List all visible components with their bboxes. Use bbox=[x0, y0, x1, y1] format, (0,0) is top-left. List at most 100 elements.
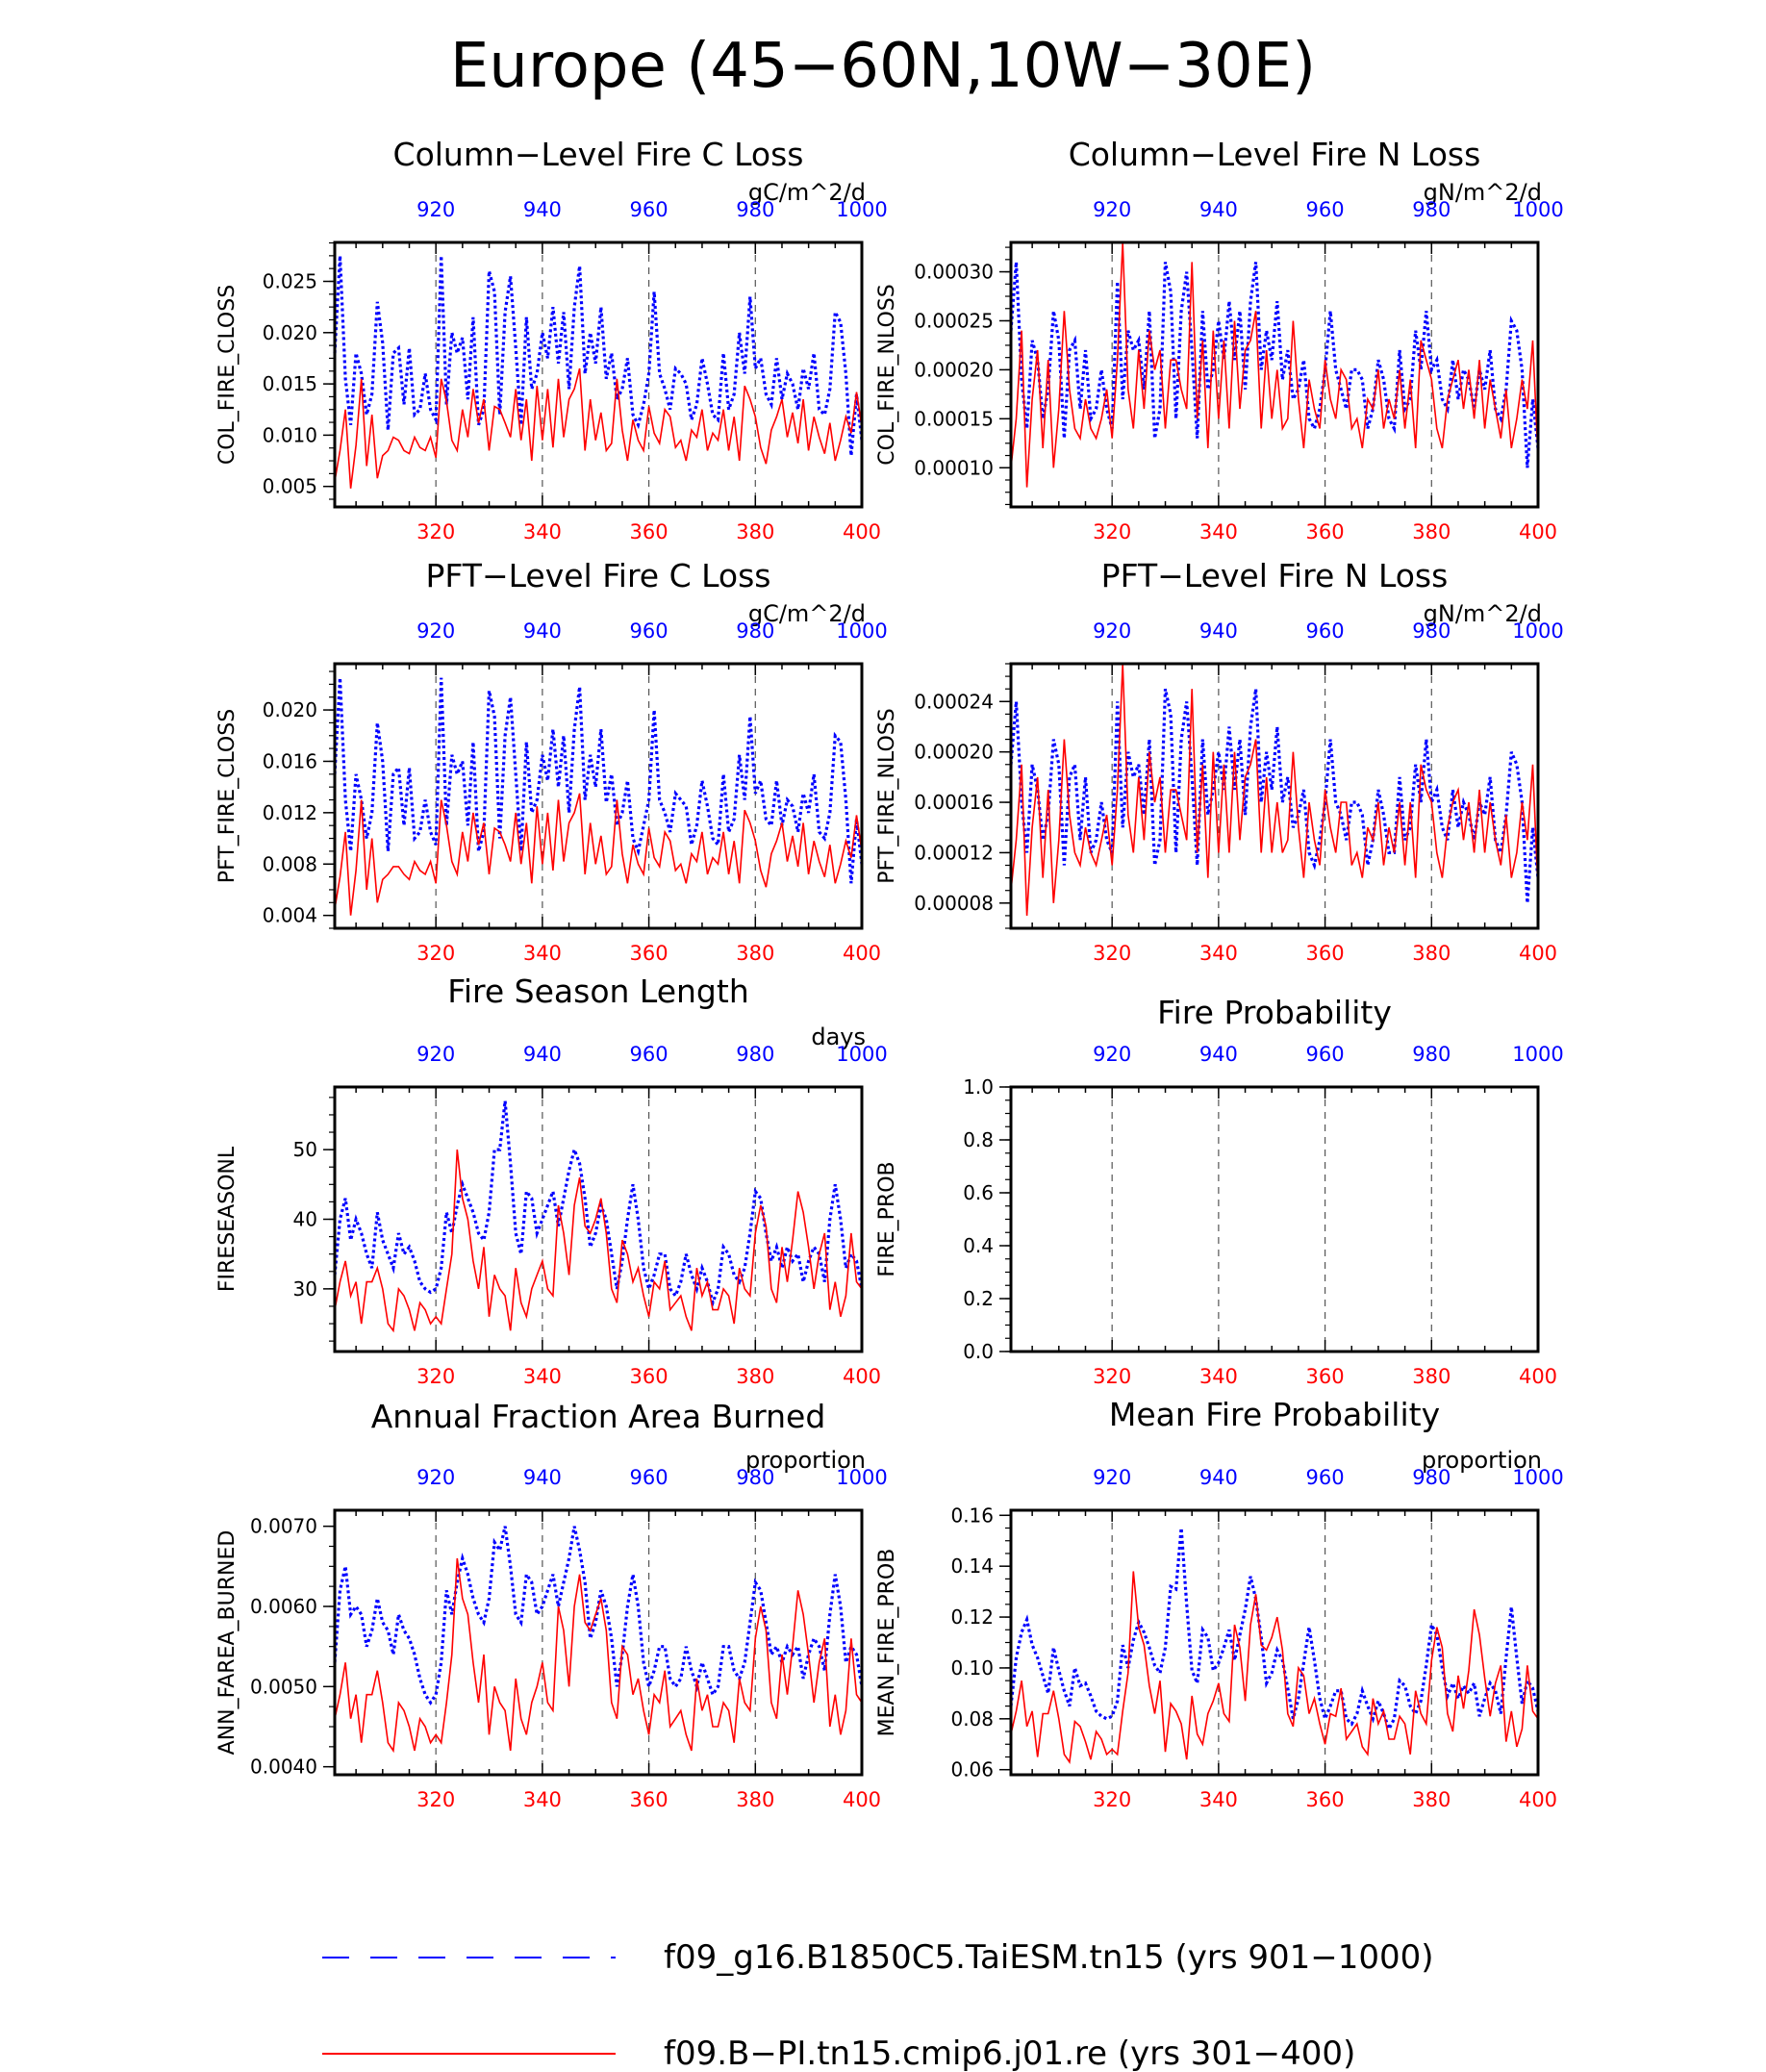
panel-title: Annual Fraction Area Burned bbox=[371, 1398, 826, 1435]
x-tick-label-top: 920 bbox=[1093, 1043, 1131, 1066]
units-label: gC/m^2/d bbox=[748, 179, 866, 206]
x-tick-label-top: 980 bbox=[736, 1466, 774, 1489]
y-tick-label: 0.00030 bbox=[914, 261, 994, 284]
x-tick-label-top: 1000 bbox=[1512, 198, 1563, 221]
y-tick-label: 0.008 bbox=[263, 852, 317, 875]
panel-5: Fire Probability 320 340 360 380 400 920 940 960… bbox=[875, 994, 1564, 1388]
y-tick-label: 0.8 bbox=[963, 1128, 994, 1151]
y-tick-label: 0.06 bbox=[950, 1758, 994, 1781]
x-tick-label-top: 960 bbox=[630, 1466, 669, 1489]
y-tick-label: 0.00024 bbox=[914, 690, 994, 713]
panel-title: PFT−Level Fire N Loss bbox=[1101, 557, 1449, 594]
x-tick-label-bottom: 340 bbox=[523, 1788, 562, 1811]
x-tick-label-top: 1000 bbox=[1512, 1466, 1563, 1489]
x-tick-label-bottom: 360 bbox=[1306, 1365, 1345, 1388]
x-tick-label-top: 940 bbox=[1199, 1466, 1238, 1489]
x-tick-label-top: 980 bbox=[736, 619, 774, 643]
x-tick-label-bottom: 360 bbox=[630, 1788, 669, 1811]
x-tick-label-bottom: 340 bbox=[1199, 1365, 1238, 1388]
plot-frame bbox=[1009, 1085, 1540, 1353]
x-tick-label-bottom: 400 bbox=[1519, 1788, 1557, 1811]
series-case-line bbox=[333, 1526, 864, 1706]
x-tick-label-top: 940 bbox=[523, 1466, 562, 1489]
y-tick-label: 30 bbox=[293, 1277, 317, 1301]
x-tick-label-top: 960 bbox=[1306, 619, 1345, 643]
y-axis-label: FIRESEASONL bbox=[215, 1146, 240, 1292]
x-tick-label-top: 1000 bbox=[836, 619, 887, 643]
x-tick-label-bottom: 320 bbox=[1093, 942, 1131, 965]
y-tick-label: 0.08 bbox=[950, 1707, 994, 1731]
series-control-line bbox=[334, 793, 863, 916]
y-axis-label: MEAN_FIRE_PROB bbox=[875, 1549, 899, 1737]
x-tick-label-bottom: 380 bbox=[1412, 1365, 1451, 1388]
panel-0: Column−Level Fire C Loss gC/m^2/d 320 340 36… bbox=[215, 136, 888, 543]
x-tick-label-top: 940 bbox=[1199, 1043, 1238, 1066]
x-tick-label-top: 980 bbox=[736, 1043, 774, 1066]
x-tick-label-top: 960 bbox=[1306, 198, 1345, 221]
y-tick-label: 0.00010 bbox=[914, 456, 994, 479]
series-control-line bbox=[1010, 1571, 1539, 1764]
x-tick-label-top: 920 bbox=[416, 1466, 455, 1489]
x-tick-label-bottom: 320 bbox=[1093, 1788, 1131, 1811]
y-tick-label: 40 bbox=[293, 1208, 317, 1231]
y-axis-label: COL_FIRE_CLOSS bbox=[215, 285, 240, 465]
x-tick-label-bottom: 400 bbox=[1519, 1365, 1557, 1388]
y-axis-label: PFT_FIRE_NLOSS bbox=[875, 708, 899, 883]
x-tick-label-top: 980 bbox=[1412, 198, 1451, 221]
x-tick-label-top: 960 bbox=[630, 619, 669, 643]
x-tick-label-bottom: 360 bbox=[1306, 1788, 1345, 1811]
y-tick-label: 0.0040 bbox=[250, 1756, 317, 1779]
x-tick-label-bottom: 400 bbox=[843, 1365, 881, 1388]
x-tick-label-top: 980 bbox=[736, 198, 774, 221]
x-tick-label-bottom: 340 bbox=[523, 942, 562, 965]
x-tick-label-bottom: 400 bbox=[843, 942, 881, 965]
series-control-line bbox=[1010, 241, 1539, 488]
x-tick-label-bottom: 380 bbox=[736, 1788, 774, 1811]
series-control-line bbox=[334, 367, 863, 489]
x-tick-label-bottom: 360 bbox=[630, 520, 669, 543]
plot-frame bbox=[333, 1508, 864, 1777]
x-tick-label-top: 940 bbox=[523, 1043, 562, 1066]
y-tick-label: 0.2 bbox=[963, 1287, 994, 1310]
x-tick-label-bottom: 380 bbox=[1412, 520, 1451, 543]
x-tick-label-bottom: 360 bbox=[630, 942, 669, 965]
x-tick-label-top: 980 bbox=[1412, 619, 1451, 643]
x-tick-label-bottom: 380 bbox=[1412, 942, 1451, 965]
legend: f09_g16.B1850C5.TaiESM.tn15 (yrs 901−100… bbox=[322, 1938, 1434, 2072]
y-tick-label: 0.10 bbox=[950, 1656, 994, 1680]
x-tick-label-bottom: 400 bbox=[1519, 942, 1557, 965]
x-tick-label-top: 1000 bbox=[836, 1466, 887, 1489]
y-tick-label: 0.005 bbox=[263, 475, 317, 498]
figure-title: Europe (45−60N,10W−30E) bbox=[450, 31, 1316, 102]
x-tick-label-top: 960 bbox=[1306, 1043, 1345, 1066]
x-tick-label-top: 920 bbox=[1093, 619, 1131, 643]
x-tick-label-top: 920 bbox=[1093, 1466, 1131, 1489]
panel-3: PFT−Level Fire N Loss gN/m^2/d 320 340 360 38… bbox=[875, 557, 1564, 965]
y-tick-label: 0.12 bbox=[950, 1605, 994, 1629]
panels: Column−Level Fire C Loss gC/m^2/d 320 340 36… bbox=[215, 136, 1564, 1811]
plot-frame bbox=[333, 662, 864, 930]
x-tick-label-top: 920 bbox=[1093, 198, 1131, 221]
series-control-line bbox=[334, 1150, 863, 1333]
y-tick-label: 0.012 bbox=[263, 801, 317, 824]
y-tick-label: 0.14 bbox=[950, 1554, 994, 1578]
y-tick-label: 50 bbox=[293, 1138, 317, 1161]
y-tick-label: 0.016 bbox=[263, 749, 317, 772]
x-tick-label-bottom: 320 bbox=[1093, 1365, 1131, 1388]
units-label: gN/m^2/d bbox=[1424, 179, 1542, 206]
panel-title: PFT−Level Fire C Loss bbox=[425, 557, 770, 594]
units-label: gN/m^2/d bbox=[1424, 600, 1542, 627]
series-case-line bbox=[333, 677, 864, 884]
x-tick-label-top: 1000 bbox=[1512, 1043, 1563, 1066]
plot-frame bbox=[1009, 240, 1540, 509]
y-tick-label: 0.00012 bbox=[914, 841, 994, 864]
x-tick-label-top: 920 bbox=[416, 198, 455, 221]
x-tick-label-bottom: 320 bbox=[1093, 520, 1131, 543]
x-tick-label-top: 920 bbox=[416, 619, 455, 643]
units-label: days bbox=[811, 1023, 866, 1050]
y-axis-label: COL_FIRE_NLOSS bbox=[875, 284, 899, 465]
x-tick-label-bottom: 320 bbox=[416, 942, 455, 965]
y-tick-label: 0.0 bbox=[963, 1340, 994, 1363]
panel-title: Mean Fire Probability bbox=[1109, 1396, 1440, 1433]
x-tick-label-bottom: 380 bbox=[736, 520, 774, 543]
